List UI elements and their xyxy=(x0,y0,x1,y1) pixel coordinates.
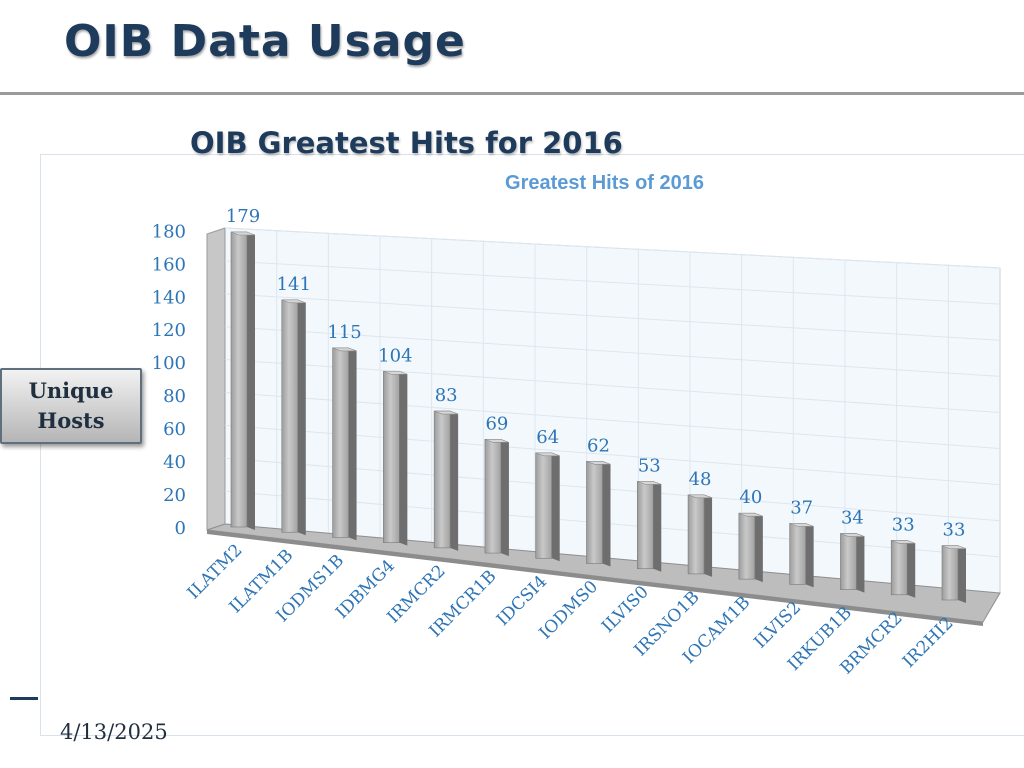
bar-side xyxy=(500,439,509,557)
bar-side xyxy=(704,494,713,577)
bar xyxy=(789,523,806,585)
bar-top xyxy=(484,439,510,443)
chart-side-wall xyxy=(206,227,226,531)
bar xyxy=(383,370,400,543)
bar-top xyxy=(891,540,916,544)
y-axis-label: Unique Hosts xyxy=(28,378,114,433)
chart-frame xyxy=(40,154,1024,736)
bar-side xyxy=(399,371,408,546)
bar xyxy=(687,494,705,575)
bar-side xyxy=(958,545,966,603)
y-tick-label: 60 xyxy=(163,419,186,440)
bar-side xyxy=(348,347,357,541)
y-tick-label: 120 xyxy=(152,320,186,341)
bar xyxy=(840,533,857,590)
footer-date: 4/13/2025 xyxy=(60,720,168,744)
x-tick-label: ILVIS0 xyxy=(598,582,653,637)
y-tick-label: 40 xyxy=(163,452,186,473)
data-label: 40 xyxy=(739,487,762,508)
data-label: 64 xyxy=(536,427,559,448)
bar-top xyxy=(637,481,662,485)
data-label: 179 xyxy=(226,206,260,227)
bar-top xyxy=(281,299,306,304)
bar-top xyxy=(738,512,763,517)
x-tick-label: ILVIS2 xyxy=(750,598,805,653)
bar xyxy=(535,452,553,559)
y-tick-label: 80 xyxy=(163,386,186,407)
bar-top xyxy=(840,533,865,537)
bar-top xyxy=(789,523,814,527)
bar-top xyxy=(332,347,357,352)
y-axis-label-box: Unique Hosts xyxy=(0,368,142,444)
bar xyxy=(332,347,349,538)
x-tick-label: IR2HI2 xyxy=(899,613,957,671)
bar-top xyxy=(941,545,967,549)
bar-side xyxy=(754,513,763,583)
y-tick-label: 0 xyxy=(175,518,186,539)
data-label: 115 xyxy=(327,322,361,343)
data-label: 33 xyxy=(892,514,915,535)
y-tick-label: 100 xyxy=(152,353,186,374)
bar-top xyxy=(535,452,560,457)
bar-top xyxy=(230,231,256,236)
bar-side xyxy=(856,533,865,593)
y-tick-label: 160 xyxy=(152,254,186,275)
bar xyxy=(230,231,248,528)
bar-top xyxy=(687,494,713,499)
gridline-horizontal xyxy=(224,260,1001,305)
bar-side xyxy=(907,540,916,598)
bar xyxy=(586,461,603,564)
bar-side xyxy=(297,299,306,536)
accent-dash xyxy=(10,697,38,700)
bar-side xyxy=(805,523,814,588)
chart-heading: OIB Greatest Hits for 2016 xyxy=(190,126,623,160)
bar-side xyxy=(450,411,459,551)
data-label: 141 xyxy=(277,274,311,295)
bar xyxy=(738,512,756,580)
bar xyxy=(281,299,299,533)
bar-top xyxy=(434,410,459,415)
bar xyxy=(433,410,451,549)
data-label: 34 xyxy=(841,508,864,529)
bar xyxy=(636,481,654,570)
title-divider xyxy=(0,92,1024,95)
bar-side xyxy=(551,452,560,562)
y-tick-label: 140 xyxy=(152,287,186,308)
bar-side xyxy=(653,481,662,572)
bar xyxy=(484,439,502,554)
y-tick-label: 180 xyxy=(152,221,186,242)
y-tick-label: 20 xyxy=(163,485,186,506)
gridline-horizontal xyxy=(224,293,1001,341)
data-label: 62 xyxy=(587,435,610,456)
data-label: 33 xyxy=(943,520,966,541)
gridline-horizontal xyxy=(224,227,1001,269)
bar xyxy=(890,540,908,596)
gridline-horizontal xyxy=(224,326,1001,377)
data-label: 69 xyxy=(485,413,508,434)
slide-title: OIB Data Usage xyxy=(64,16,466,67)
bar xyxy=(941,545,959,601)
bar-side xyxy=(247,232,255,530)
chart-title: Greatest Hits of 2016 xyxy=(505,172,704,194)
bar-top xyxy=(383,370,408,375)
data-label: 37 xyxy=(790,497,813,518)
data-label: 48 xyxy=(689,469,712,490)
data-label: 104 xyxy=(378,345,412,366)
chart-floor-edge xyxy=(207,530,983,626)
data-label: 53 xyxy=(638,455,661,476)
bar-side xyxy=(602,461,611,567)
data-label: 83 xyxy=(435,385,458,406)
bar-top xyxy=(586,461,611,465)
